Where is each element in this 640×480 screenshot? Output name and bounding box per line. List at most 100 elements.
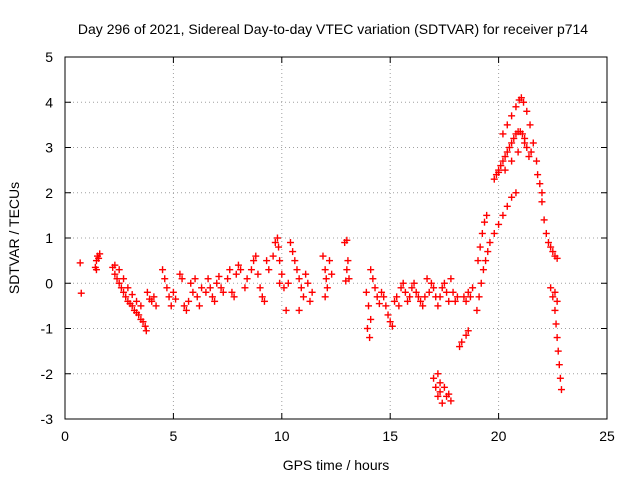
x-tick-label: 15 [382,428,398,444]
data-point [449,288,457,296]
data-point [219,288,227,296]
data-point [217,284,225,292]
data-point [120,288,128,296]
data-point [551,288,559,296]
data-point [521,139,529,147]
data-point [412,288,420,296]
data-point [343,266,351,274]
data-point [451,297,459,305]
data-point [525,153,533,161]
x-tick-label: 10 [274,428,290,444]
data-point [286,239,294,247]
data-point [510,134,518,142]
data-point [213,279,221,287]
data-point [478,229,486,237]
data-point [120,275,128,283]
y-tick-label: -3 [41,411,54,427]
data-point [553,254,561,262]
data-point [142,327,150,335]
data-point [234,261,242,269]
data-point [523,107,531,115]
data-point [243,275,251,283]
data-point [484,248,492,256]
data-point [250,257,258,265]
data-point [117,284,125,292]
data-point [284,279,292,287]
data-point [518,130,526,138]
data-point [180,302,188,310]
data-point [139,318,147,326]
data-point [436,379,444,387]
data-point [466,293,474,301]
data-point [499,157,507,165]
data-point [547,284,555,292]
data-point [453,293,461,301]
data-point [512,189,520,197]
data-point [508,193,516,201]
data-point [258,293,266,301]
data-point [371,284,379,292]
data-point [499,211,507,219]
data-point [443,288,451,296]
data-point [252,252,260,260]
data-point [323,284,331,292]
data-point [557,386,565,394]
data-point [378,288,386,296]
data-point [113,275,121,283]
data-point [76,259,84,267]
data-point [152,302,160,310]
data-point [551,306,559,314]
data-point [299,293,307,301]
data-point [369,275,377,283]
data-point [325,257,333,265]
data-point [321,266,329,274]
data-point [533,157,541,165]
data-point [115,266,123,274]
data-point [475,293,483,301]
data-point [367,266,375,274]
data-point [417,297,425,305]
data-point [380,293,388,301]
data-point [367,315,375,323]
data-point [391,297,399,305]
y-tick-label: -2 [41,366,54,382]
data-point [460,293,468,301]
data-point [486,239,494,247]
data-point [215,272,223,280]
data-point [226,266,234,274]
data-point [363,325,371,332]
data-point [276,257,284,265]
data-point [135,311,143,319]
data-point [425,288,433,296]
data-point [436,388,444,396]
data-point [512,103,520,111]
y-tick-label: 3 [45,140,53,156]
data-point [440,383,448,391]
data-point [237,266,245,274]
y-tick-label: 4 [45,94,53,110]
data-point [362,288,370,296]
data-point [178,275,186,283]
data-point [278,270,286,278]
grid-layer [65,57,607,419]
data-point [481,218,489,226]
data-point [408,284,416,292]
data-point [77,289,85,297]
data-point [143,288,151,296]
data-point [96,250,104,258]
data-point [224,275,232,283]
data-point [556,374,564,382]
data-point [172,295,180,303]
data-point [456,343,464,351]
data-point [547,243,555,251]
data-point [382,302,390,310]
data-point [436,293,444,301]
data-point [534,171,542,179]
data-point [497,162,505,170]
x-tick-label: 20 [491,428,507,444]
data-point [538,189,546,197]
data-point [501,166,509,174]
data-point [434,392,442,400]
data-point [553,297,561,305]
